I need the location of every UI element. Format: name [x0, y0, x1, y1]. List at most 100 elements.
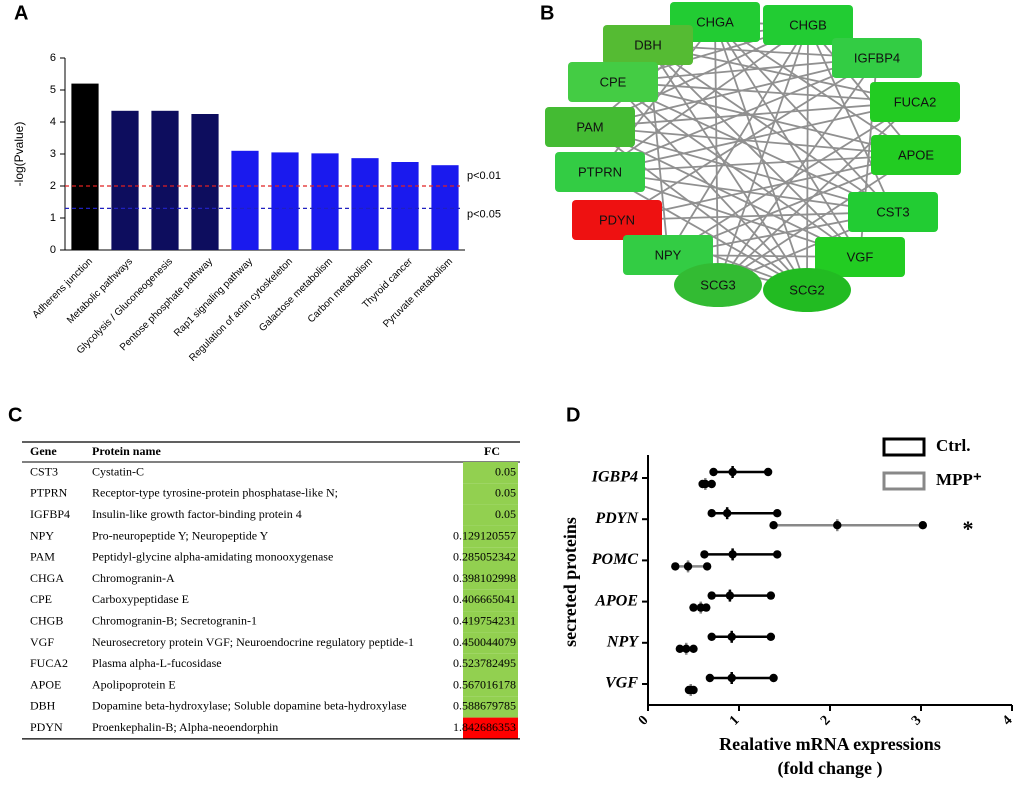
y-tick-label: 6	[50, 52, 56, 64]
node	[848, 192, 938, 232]
node-label: PTPRN	[578, 164, 622, 179]
node-label: NPY	[655, 247, 682, 262]
gene-cell: PAM	[30, 550, 55, 564]
bar	[191, 114, 219, 250]
x-tick-label: 3	[909, 713, 925, 729]
table-header: Gene	[30, 444, 57, 458]
node-label: PAM	[576, 119, 603, 134]
edge	[612, 81, 916, 103]
y-tick-label: IGBP4	[591, 469, 638, 486]
node-label: CST3	[876, 204, 909, 219]
node-label: SCG3	[700, 277, 735, 292]
fc-value: 0.05	[495, 486, 516, 500]
protein-cell: Neurosecretory protein VGF; Neuroendocri…	[92, 635, 414, 649]
node	[832, 38, 922, 78]
y-tick-label: 1	[50, 212, 56, 224]
node-label: APOE	[898, 147, 934, 162]
x-tick-label: Pyruvate metabolism	[381, 256, 455, 330]
protein-cell: Dopamine beta-hydroxylase; Soluble dopam…	[92, 699, 407, 713]
x-tick-label: 4	[1000, 713, 1016, 729]
fc-value: 0.285052342	[453, 550, 516, 564]
annotation: *	[963, 516, 974, 541]
bar	[271, 152, 299, 250]
node-label: FUCA2	[894, 94, 937, 109]
gene-cell: CPE	[30, 592, 52, 606]
node	[763, 5, 853, 45]
data-point	[671, 562, 680, 571]
panel-label: A	[14, 2, 28, 24]
edge	[807, 24, 894, 213]
protein-cell: Peptidyl-glycine alpha-amidating monooxy…	[92, 550, 333, 564]
protein-cell: Chromogranin-B; Secretogranin-1	[92, 614, 257, 628]
edge	[589, 126, 894, 213]
bar	[231, 150, 259, 250]
y-tick-label: NPY	[606, 633, 639, 650]
data-point	[707, 632, 716, 641]
protein-cell: Receptor-type tyrosine-protein phosphata…	[92, 486, 338, 500]
x-axis-label: (fold change )	[778, 758, 883, 779]
x-tick-label: 1	[727, 713, 743, 729]
node	[815, 237, 905, 277]
node-label: DBH	[634, 37, 661, 52]
data-point	[701, 479, 710, 489]
fc-value: 0.450044079	[453, 635, 516, 649]
edge	[589, 126, 917, 156]
protein-cell: Proenkephalin-B; Alpha-neoendorphin	[92, 720, 278, 734]
node	[572, 200, 662, 240]
fc-cell	[463, 675, 518, 697]
edge	[647, 44, 861, 258]
edge	[599, 171, 894, 213]
data-point	[728, 467, 737, 477]
edge	[612, 81, 894, 213]
node	[555, 152, 645, 192]
node-label: PDYN	[599, 212, 635, 227]
y-tick-label: 2	[50, 180, 56, 192]
data-point	[763, 467, 773, 477]
legend-swatch	[882, 437, 926, 457]
fc-cell	[463, 547, 518, 569]
y-axis-label: -log(Pvalue)	[12, 122, 26, 187]
fc-value: 0.567016178	[453, 677, 516, 691]
node	[871, 135, 961, 175]
fc-cell	[463, 589, 518, 612]
protein-cell: Cystatin-C	[92, 464, 144, 478]
protein-cell: Insulin-like growth factor-binding prote…	[92, 507, 302, 521]
legend-swatch	[882, 471, 926, 491]
gene-cell: IGFBP4	[30, 507, 70, 521]
fc-cell	[463, 717, 518, 739]
node-label: CPE	[600, 74, 627, 89]
fc-cell	[463, 525, 518, 548]
fc-cell	[463, 483, 518, 505]
table-header: Protein name	[92, 444, 161, 458]
y-tick-label: 5	[50, 84, 56, 96]
bar	[391, 162, 419, 250]
edge	[599, 24, 809, 173]
data-point	[727, 632, 736, 641]
fc-value: 0.05	[495, 464, 516, 478]
bar	[71, 83, 99, 250]
data-point	[725, 591, 735, 600]
bar	[151, 110, 179, 250]
edge	[717, 57, 878, 286]
fc-value: 0.523782495	[453, 656, 516, 670]
y-tick-label: APOE	[594, 592, 638, 609]
edge	[717, 154, 917, 286]
edge	[599, 154, 917, 173]
node	[623, 235, 713, 275]
panel-label: D	[566, 404, 580, 426]
edge	[599, 101, 916, 173]
table-header: FC	[484, 444, 500, 458]
protein-cell: Carboxypeptidase E	[92, 592, 189, 606]
fc-cell	[463, 504, 518, 526]
data-point	[675, 644, 685, 653]
y-axis-label: secreted proteins	[560, 517, 580, 647]
panel-label: C	[8, 404, 22, 426]
fc-cell	[463, 568, 518, 590]
fc-cell	[463, 653, 518, 675]
gene-cell: CHGA	[30, 571, 64, 585]
gene-cell: CST3	[30, 464, 58, 478]
fc-value: 1.842686353	[453, 720, 516, 734]
gene-cell: PDYN	[30, 720, 63, 734]
edge	[612, 81, 917, 156]
